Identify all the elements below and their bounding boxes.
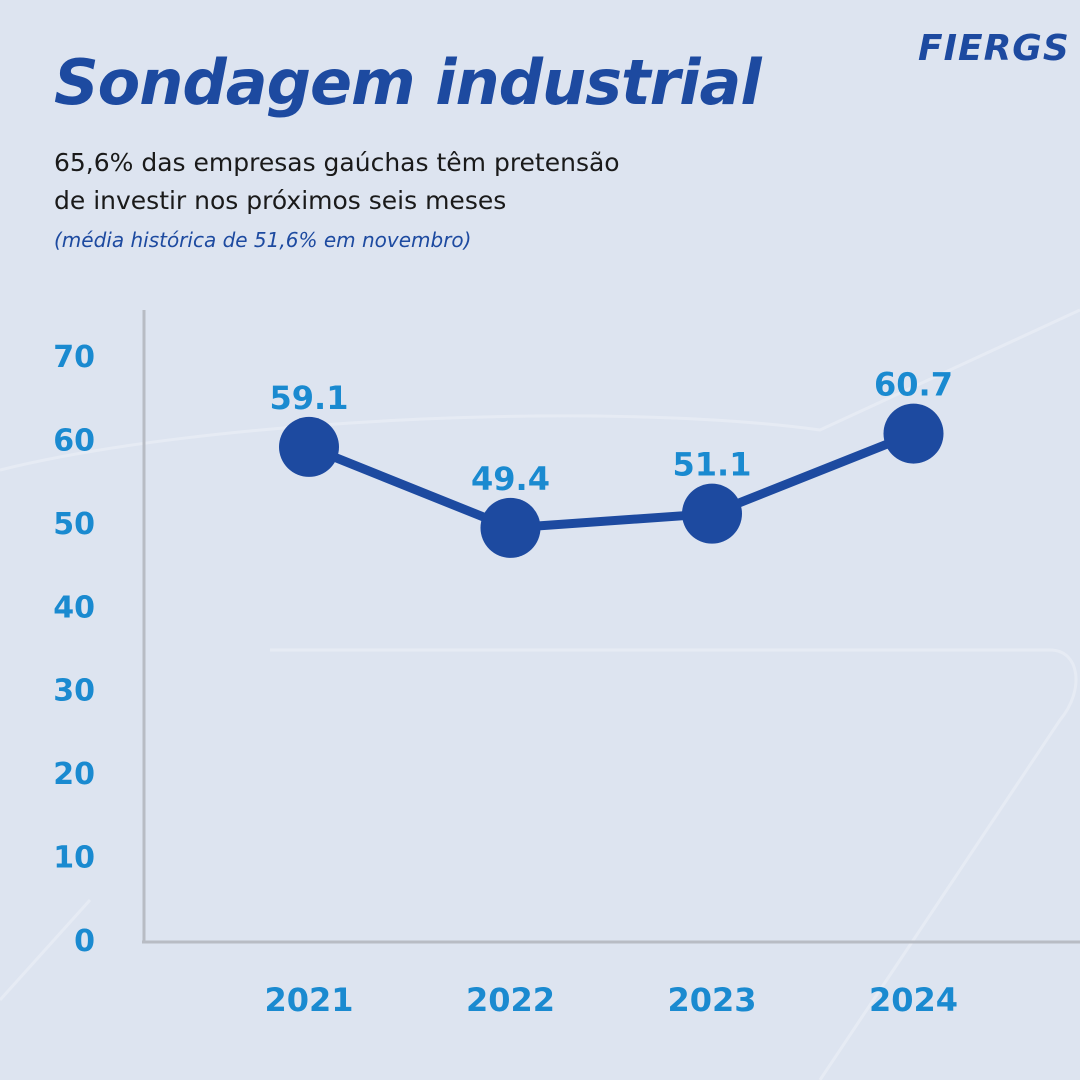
data-point [279,416,339,477]
x-tick-label: 2021 [264,981,353,1019]
subtitle-line-2: de investir nos próximos seis meses [54,186,507,215]
x-tick-label: 2024 [869,981,958,1019]
data-label: 59.1 [270,379,349,417]
x-tick-label: 2023 [667,981,756,1019]
data-point [883,403,944,464]
data-point [480,497,541,558]
y-tick-label: 20 [53,757,95,792]
y-tick-label: 70 [53,340,95,375]
y-tick-label: 60 [53,423,95,458]
data-label: 51.1 [673,446,752,484]
x-tick-labels: 2021 2022 2023 2024 [264,981,958,1019]
subtitle-line-1: 65,6% das empresas gaúchas têm pretensão [54,148,620,177]
data-points [279,403,944,558]
series-line [307,429,916,533]
y-tick-label: 30 [53,674,95,709]
data-point [682,483,742,544]
y-tick-label: 10 [53,841,95,876]
y-tick-label: 40 [53,590,95,625]
data-label: 60.7 [874,366,953,404]
page-title: Sondagem industrial [54,46,762,119]
y-tick-label: 0 [74,924,95,959]
y-tick-labels: 0 10 20 30 40 50 60 70 [53,340,95,959]
subtitle: 65,6% das empresas gaúchas têm pretensão… [54,144,694,220]
data-label: 49.4 [471,460,550,498]
data-labels: 59.1 49.4 51.1 60.7 [270,366,953,498]
x-tick-label: 2022 [466,981,555,1019]
historical-average-note: (média histórica de 51,6% em novembro) [54,228,472,252]
fiergs-logo: FIERGS [918,28,1070,69]
y-tick-label: 50 [53,507,95,542]
